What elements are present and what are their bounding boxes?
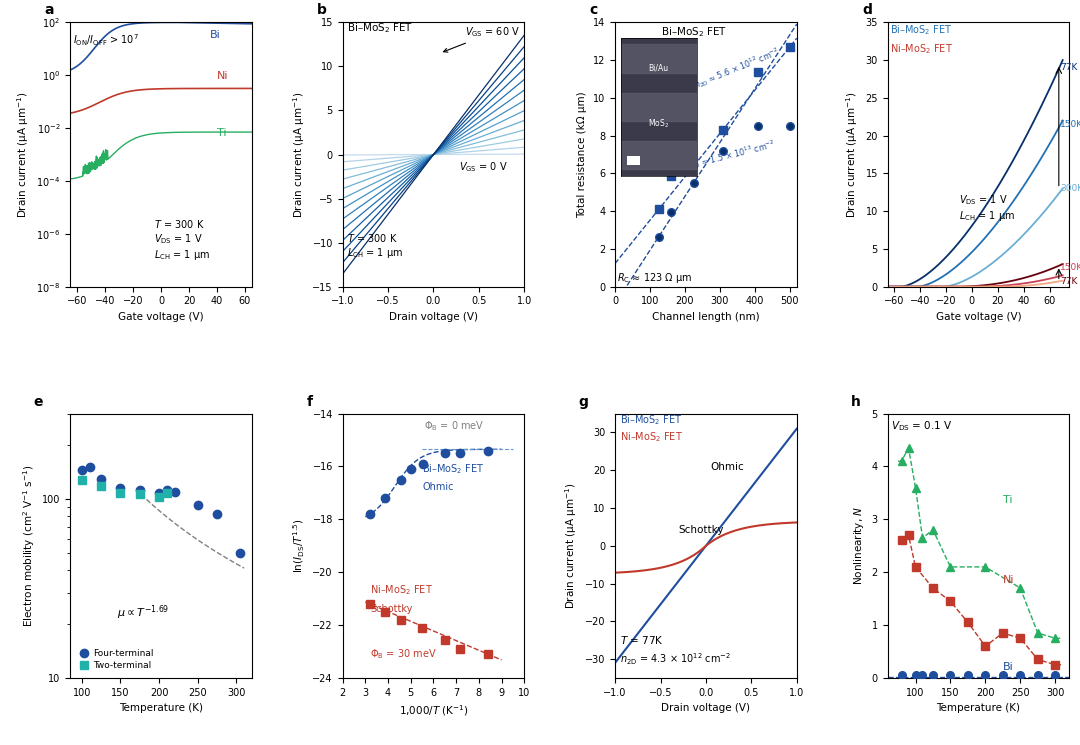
Four-terminal	[114, 484, 127, 492]
Text: $T$ = 77K: $T$ = 77K	[620, 634, 663, 646]
Text: 77K: 77K	[1061, 277, 1078, 286]
Text: e: e	[33, 395, 43, 409]
Two-terminal	[95, 482, 108, 491]
Text: d: d	[862, 4, 872, 17]
Text: Bi–MoS$_2$ FET: Bi–MoS$_2$ FET	[890, 24, 953, 37]
Four-terminal	[211, 510, 224, 519]
Four-terminal	[133, 486, 146, 495]
Text: Bi: Bi	[210, 31, 220, 40]
Text: 300K: 300K	[1061, 184, 1080, 193]
Text: Bi–MoS$_2$ FET: Bi–MoS$_2$ FET	[661, 25, 727, 39]
Text: Schottky: Schottky	[678, 524, 725, 535]
X-axis label: Temperature (K): Temperature (K)	[936, 703, 1021, 713]
Text: Ni–MoS$_2$ FET: Ni–MoS$_2$ FET	[369, 583, 433, 597]
Two-terminal	[133, 490, 146, 499]
Text: $\mathit{\Phi}_{\rm B}$ = 0 meV: $\mathit{\Phi}_{\rm B}$ = 0 meV	[424, 419, 485, 434]
Y-axis label: Nonlinearity, $N$: Nonlinearity, $N$	[852, 506, 866, 586]
Four-terminal	[160, 486, 173, 495]
Text: b: b	[318, 4, 327, 17]
Text: Schottky: Schottky	[369, 604, 413, 614]
Text: $V_{\rm GS}$ = 0 V: $V_{\rm GS}$ = 0 V	[459, 160, 508, 174]
Text: f: f	[307, 395, 312, 409]
Y-axis label: Electron mobility (cm$^2$ V$^{-1}$ s$^{-1}$): Electron mobility (cm$^2$ V$^{-1}$ s$^{-…	[21, 464, 37, 627]
Text: $R_{\rm C}$ ≈ 123 Ω μm: $R_{\rm C}$ ≈ 123 Ω μm	[617, 271, 692, 285]
Y-axis label: Drain current (μA μm$^{-1}$): Drain current (μA μm$^{-1}$)	[564, 483, 579, 609]
Text: Bi–MoS$_2$ FET: Bi–MoS$_2$ FET	[620, 413, 683, 427]
Legend: Four-terminal, Two-terminal: Four-terminal, Two-terminal	[75, 645, 157, 673]
X-axis label: Channel length (nm): Channel length (nm)	[652, 312, 759, 322]
Line: Two-terminal: Two-terminal	[78, 475, 171, 501]
Text: $\mathit{\Phi}_{\rm B}$ = 30 meV: $\mathit{\Phi}_{\rm B}$ = 30 meV	[369, 647, 436, 661]
X-axis label: Gate voltage (V): Gate voltage (V)	[935, 312, 1022, 322]
Y-axis label: Total resistance (kΩ μm): Total resistance (kΩ μm)	[578, 91, 588, 218]
Two-terminal	[114, 489, 127, 498]
Text: Ni–MoS$_2$ FET: Ni–MoS$_2$ FET	[620, 430, 683, 444]
Y-axis label: Drain current (μA μm$^{-1}$): Drain current (μA μm$^{-1}$)	[843, 92, 860, 218]
X-axis label: Drain voltage (V): Drain voltage (V)	[661, 703, 751, 713]
Text: $V_{\rm DS}$ = 1 V
$L_{\rm CH}$ = 1 μm: $V_{\rm DS}$ = 1 V $L_{\rm CH}$ = 1 μm	[959, 193, 1015, 223]
Four-terminal	[233, 548, 246, 557]
Text: $V_{\rm GS}$ = 60 V: $V_{\rm GS}$ = 60 V	[444, 25, 521, 52]
Text: $n_{\rm 2D}$ = 4.3 × 10$^{12}$ cm$^{-2}$: $n_{\rm 2D}$ = 4.3 × 10$^{12}$ cm$^{-2}$	[620, 651, 731, 667]
Text: $n_{\rm 2D}$ ≈ 1.5 × 10$^{13}$ cm$^{-2}$: $n_{\rm 2D}$ ≈ 1.5 × 10$^{13}$ cm$^{-2}$	[685, 138, 778, 173]
Text: Bi–MoS$_2$ FET: Bi–MoS$_2$ FET	[422, 462, 485, 475]
Text: Ti: Ti	[217, 128, 227, 138]
Y-axis label: Drain current (μA μm$^{-1}$): Drain current (μA μm$^{-1}$)	[15, 92, 30, 218]
Y-axis label: ln($I_{\rm DS}/T^{1.5}$): ln($I_{\rm DS}/T^{1.5}$)	[292, 519, 307, 573]
Four-terminal	[76, 466, 89, 475]
X-axis label: 1,000/$T$ (K$^{-1}$): 1,000/$T$ (K$^{-1}$)	[399, 703, 469, 718]
Text: $T$ = 300 K
$V_{\rm DS}$ = 1 V
$L_{\rm CH}$ = 1 μm: $T$ = 300 K $V_{\rm DS}$ = 1 V $L_{\rm C…	[154, 218, 211, 262]
Text: Bi–MoS$_2$ FET: Bi–MoS$_2$ FET	[347, 21, 414, 35]
Text: Bi: Bi	[1003, 662, 1014, 672]
X-axis label: Gate voltage (V): Gate voltage (V)	[118, 312, 204, 322]
Two-terminal	[152, 492, 165, 501]
Text: 150K: 150K	[1061, 120, 1080, 129]
Text: 77K: 77K	[1061, 63, 1078, 72]
Four-terminal	[168, 487, 181, 496]
Text: c: c	[590, 4, 598, 17]
Text: $V_{\rm DS}$ = 0.1 V: $V_{\rm DS}$ = 0.1 V	[891, 419, 953, 434]
Text: Ti: Ti	[1003, 495, 1012, 505]
Line: Four-terminal: Four-terminal	[78, 463, 244, 557]
Text: a: a	[44, 4, 54, 17]
Text: $n_{\rm 2D}$ ≈ 5.6 × 10$^{12}$ cm$^{-2}$: $n_{\rm 2D}$ ≈ 5.6 × 10$^{12}$ cm$^{-2}$	[692, 45, 782, 92]
Text: Ni: Ni	[1003, 575, 1014, 585]
Four-terminal	[152, 489, 165, 498]
Text: 150K: 150K	[1061, 262, 1080, 272]
X-axis label: Temperature (K): Temperature (K)	[119, 703, 203, 713]
Four-terminal	[83, 463, 96, 472]
Text: Ni–MoS$_2$ FET: Ni–MoS$_2$ FET	[890, 42, 954, 57]
Text: Ohmic: Ohmic	[422, 482, 454, 492]
Text: Ni: Ni	[217, 72, 228, 81]
Text: $T$ = 300 K
$L_{\rm CH}$ = 1 μm: $T$ = 300 K $L_{\rm CH}$ = 1 μm	[347, 232, 404, 260]
Text: $I_{\rm ON}/I_{\rm OFF}$ > 10$^7$: $I_{\rm ON}/I_{\rm OFF}$ > 10$^7$	[73, 32, 139, 48]
Text: g: g	[579, 395, 589, 409]
Two-terminal	[160, 489, 173, 498]
Four-terminal	[191, 501, 204, 510]
Four-terminal	[95, 474, 108, 483]
Text: $\mu \propto T^{-1.69}$: $\mu \propto T^{-1.69}$	[117, 603, 168, 622]
Two-terminal	[76, 475, 89, 484]
X-axis label: Drain voltage (V): Drain voltage (V)	[389, 312, 478, 322]
Text: h: h	[851, 395, 861, 409]
Y-axis label: Drain current (μA μm$^{-1}$): Drain current (μA μm$^{-1}$)	[292, 92, 307, 218]
Text: Ohmic: Ohmic	[711, 462, 744, 472]
